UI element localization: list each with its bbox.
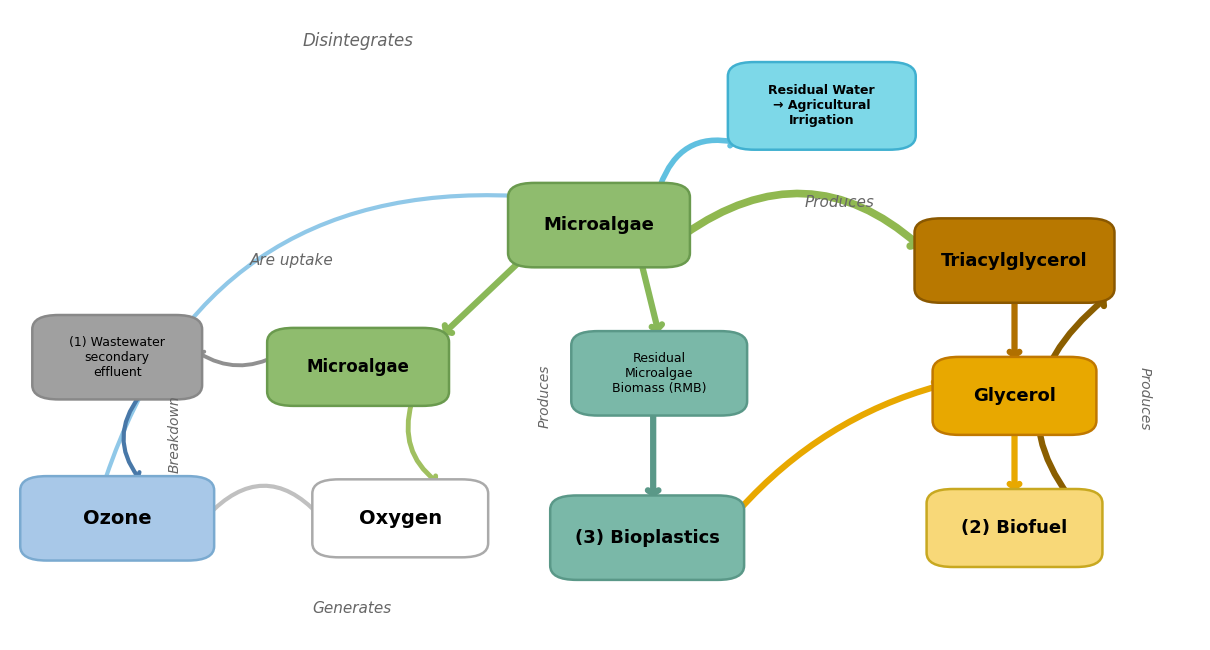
Text: Produces: Produces [805,195,875,210]
FancyBboxPatch shape [915,218,1114,303]
Text: Produces: Produces [1137,367,1152,431]
FancyBboxPatch shape [927,489,1102,567]
Text: Oxygen: Oxygen [358,509,442,528]
FancyBboxPatch shape [21,476,214,560]
FancyBboxPatch shape [933,357,1096,435]
FancyBboxPatch shape [312,479,488,557]
Text: (1) Wastewater
secondary
effluent: (1) Wastewater secondary effluent [69,335,165,379]
Text: Disintegrates: Disintegrates [302,32,414,51]
Text: Ozone: Ozone [83,509,151,528]
Text: Residual
Microalgae
Biomass (RMB): Residual Microalgae Biomass (RMB) [612,352,707,395]
FancyBboxPatch shape [728,62,916,150]
Text: Are uptake: Are uptake [250,253,334,268]
Text: Triacylglycerol: Triacylglycerol [941,252,1088,270]
Text: Glycerol: Glycerol [973,387,1056,405]
Text: (3) Bioplastics: (3) Bioplastics [575,528,720,547]
FancyBboxPatch shape [551,495,744,580]
Text: (2) Biofuel: (2) Biofuel [962,519,1067,537]
FancyBboxPatch shape [508,183,690,267]
Text: Microalgae: Microalgae [543,216,655,234]
Text: Breakdown: Breakdown [168,396,182,473]
FancyBboxPatch shape [267,328,449,406]
Text: Produces: Produces [537,364,552,428]
Text: Generates: Generates [312,601,392,616]
Text: Microalgae: Microalgae [306,358,409,376]
FancyBboxPatch shape [33,315,202,400]
Text: Residual Water
→ Agricultural
Irrigation: Residual Water → Agricultural Irrigation [768,84,875,127]
FancyBboxPatch shape [571,331,747,415]
